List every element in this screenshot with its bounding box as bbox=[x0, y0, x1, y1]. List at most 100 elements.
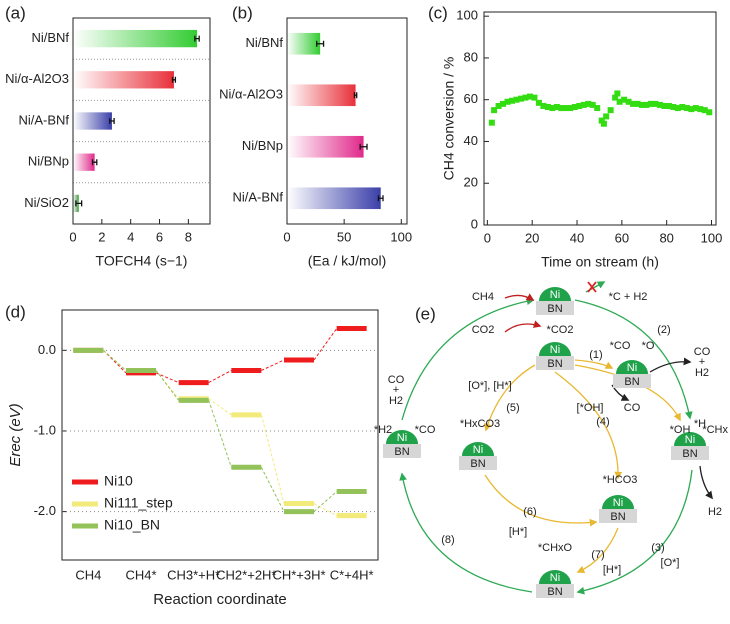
bn-support bbox=[536, 584, 574, 598]
category-label: Ni/A-BNf bbox=[18, 112, 69, 127]
diagram-label: [O*], [H*] bbox=[468, 380, 511, 392]
category-label: Ni/BNf bbox=[245, 35, 283, 50]
diagram-label: CO2 bbox=[472, 324, 495, 336]
catalyst-top: Ni bbox=[473, 444, 483, 456]
panel-label: (c) bbox=[428, 3, 448, 22]
legend-label: Ni111_step bbox=[104, 495, 173, 511]
point bbox=[509, 97, 516, 104]
catalyst-top: Ni bbox=[613, 497, 623, 509]
point bbox=[531, 94, 538, 101]
arrow bbox=[576, 469, 693, 595]
arrow bbox=[699, 465, 713, 500]
x-tick-label: CH4* bbox=[125, 567, 156, 582]
category-label: Ni/α-Al2O3 bbox=[219, 87, 283, 102]
point bbox=[500, 100, 507, 107]
catalyst-bottom: BN bbox=[547, 303, 562, 315]
y-axis-label: Erec (eV) bbox=[7, 403, 24, 466]
point bbox=[517, 95, 524, 102]
diagram-label: *HCO3 bbox=[603, 474, 638, 486]
bar bbox=[287, 135, 364, 158]
point bbox=[535, 99, 542, 106]
point bbox=[603, 113, 610, 120]
point bbox=[614, 90, 621, 97]
diagram-label: CO bbox=[388, 374, 405, 386]
diagram-label: *H2 bbox=[374, 424, 392, 436]
error-bar bbox=[316, 40, 325, 47]
y-tick-label: 0 bbox=[471, 216, 478, 231]
bn-support bbox=[383, 444, 421, 458]
point bbox=[488, 119, 495, 126]
arrow bbox=[649, 357, 692, 373]
point bbox=[544, 104, 551, 111]
ni-particle bbox=[539, 570, 571, 584]
plot-frame bbox=[61, 309, 379, 561]
arrow bbox=[574, 299, 693, 420]
connector bbox=[260, 414, 285, 504]
panel-label: (d) bbox=[5, 302, 26, 321]
connector bbox=[313, 503, 337, 517]
point bbox=[679, 104, 686, 111]
catalyst-bottom: BN bbox=[547, 358, 562, 370]
point bbox=[647, 100, 654, 107]
diagram-label: (6) bbox=[523, 506, 536, 518]
ni-particle bbox=[602, 495, 634, 509]
category-label: Ni/BNf bbox=[31, 30, 69, 45]
x-tick-label: 80 bbox=[659, 230, 673, 245]
point bbox=[495, 102, 502, 109]
bar bbox=[287, 84, 356, 107]
catalyst-top: Ni bbox=[550, 289, 560, 301]
arrow bbox=[401, 297, 535, 421]
bn-support bbox=[671, 446, 709, 460]
point bbox=[491, 107, 498, 114]
ni-particle bbox=[539, 342, 571, 356]
point bbox=[616, 98, 623, 105]
x-tick-label: CH4 bbox=[75, 567, 101, 582]
x-tick-label: 40 bbox=[570, 230, 584, 245]
arrow bbox=[504, 293, 535, 301]
panel-label: (b) bbox=[232, 3, 253, 22]
x-tick-label: 8 bbox=[185, 229, 192, 244]
arrow bbox=[574, 359, 614, 369]
diagram-label: + bbox=[393, 384, 399, 396]
catalyst-bottom: BN bbox=[547, 586, 562, 598]
diagram-label: *CHxO bbox=[538, 542, 573, 554]
panel-label: (a) bbox=[5, 3, 26, 22]
catalyst-bottom: BN bbox=[682, 448, 697, 460]
diagram-label: *OH bbox=[670, 424, 691, 436]
diagram-label: (4) bbox=[596, 416, 609, 428]
diagram-label: (7) bbox=[591, 549, 604, 561]
error-bar bbox=[171, 76, 177, 83]
point bbox=[639, 101, 646, 108]
bar bbox=[73, 112, 112, 130]
catalyst-top: Ni bbox=[685, 434, 695, 446]
error-bar bbox=[377, 195, 384, 202]
y-tick-label: 60 bbox=[464, 91, 478, 106]
x-tick-label: 60 bbox=[615, 230, 629, 245]
x-tick-label: CH3*+H* bbox=[167, 567, 220, 582]
point bbox=[643, 101, 650, 108]
category-label: Ni/SiO2 bbox=[24, 195, 69, 210]
x-tick-label: 0 bbox=[484, 230, 491, 245]
bar bbox=[73, 71, 174, 89]
diagram-label: CO bbox=[694, 346, 711, 358]
point bbox=[652, 100, 659, 107]
y-tick-label: 0.0 bbox=[38, 342, 56, 357]
point bbox=[526, 93, 533, 100]
category-label: Ni/BNp bbox=[28, 154, 69, 169]
diagram-label: *O bbox=[642, 340, 655, 352]
point bbox=[625, 98, 632, 105]
category-label: Ni/BNp bbox=[242, 138, 283, 153]
y-tick-label: 20 bbox=[464, 175, 478, 190]
point bbox=[683, 105, 690, 112]
arrow bbox=[399, 472, 533, 593]
point bbox=[598, 117, 605, 124]
diagram-label: (2) bbox=[657, 324, 670, 336]
error-bar bbox=[353, 92, 358, 99]
x-tick-label: CH2*+2H* bbox=[216, 567, 276, 582]
point bbox=[670, 104, 677, 111]
connector bbox=[103, 349, 127, 371]
category-label: Ni/A-BNf bbox=[232, 190, 283, 205]
x-tick-label: C*+4H* bbox=[330, 567, 374, 582]
point bbox=[656, 101, 663, 108]
